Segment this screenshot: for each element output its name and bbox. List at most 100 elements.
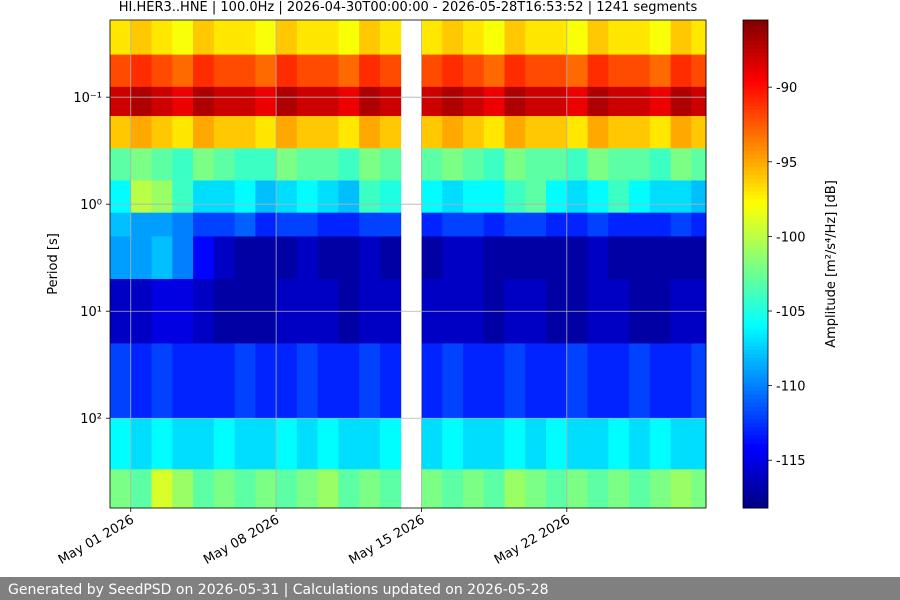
colorbar-swatch bbox=[743, 333, 768, 338]
heatmap-cell bbox=[317, 54, 339, 88]
colorbar-swatch bbox=[743, 499, 768, 505]
colorbar-swatch bbox=[743, 170, 768, 176]
colorbar-swatch bbox=[743, 377, 768, 383]
colorbar-tick-label: -105 bbox=[776, 305, 806, 320]
colorbar-label: Amplitude [m²/s⁴/Hz] [dB] bbox=[824, 180, 839, 348]
heatmap-cell bbox=[670, 418, 692, 470]
colorbar-swatch bbox=[743, 268, 768, 273]
colorbar-swatch bbox=[743, 455, 768, 460]
heatmap-cell bbox=[442, 212, 464, 237]
y-tick-label: 10⁰ bbox=[80, 198, 102, 213]
y-axis-label: Period [s] bbox=[46, 233, 61, 295]
heatmap-cell bbox=[130, 469, 153, 509]
heatmap-cell bbox=[296, 86, 319, 117]
heatmap-cell bbox=[546, 54, 568, 88]
colorbar-swatch bbox=[743, 394, 768, 399]
colorbar-swatch bbox=[743, 207, 768, 212]
colorbar-swatch bbox=[743, 60, 768, 66]
heatmap-cell bbox=[442, 469, 464, 509]
colorbar-swatch bbox=[743, 292, 768, 298]
colorbar-swatch bbox=[743, 402, 768, 407]
heatmap-cell bbox=[338, 469, 360, 509]
colorbar-swatch bbox=[743, 150, 768, 155]
heatmap-cell bbox=[110, 20, 132, 56]
heatmap-cell bbox=[483, 148, 506, 181]
heatmap-cell bbox=[317, 212, 339, 237]
heatmap-cell bbox=[359, 236, 381, 280]
colorbar-tick-label: -110 bbox=[776, 380, 806, 395]
heatmap-cell bbox=[483, 20, 506, 56]
heatmap-cell bbox=[213, 469, 236, 509]
heatmap-cell bbox=[504, 54, 526, 88]
chart-title: HI.HER3..HNE | 100.0Hz | 2026-04-30T00:0… bbox=[119, 0, 698, 15]
heatmap-cell bbox=[442, 20, 464, 56]
heatmap-cell bbox=[566, 148, 589, 181]
heatmap-cell bbox=[546, 180, 568, 214]
heatmap-cell bbox=[379, 20, 402, 56]
heatmap-cell bbox=[670, 212, 692, 237]
colorbar-swatch bbox=[743, 296, 768, 302]
heatmap-cell bbox=[151, 54, 173, 88]
heatmap-cell bbox=[504, 180, 526, 214]
heatmap-cell bbox=[525, 86, 547, 117]
colorbar-swatch bbox=[743, 381, 768, 387]
colorbar-swatch bbox=[743, 215, 768, 220]
heatmap-cell bbox=[296, 418, 319, 470]
heatmap-cell bbox=[587, 212, 609, 237]
colorbar-swatch bbox=[743, 438, 768, 444]
colorbar-swatch bbox=[743, 166, 768, 171]
heatmap-cell bbox=[525, 116, 547, 149]
heatmap-cell bbox=[317, 20, 339, 56]
heatmap-cell bbox=[525, 343, 547, 419]
heatmap-cell bbox=[234, 54, 256, 88]
heatmap-cell bbox=[379, 180, 402, 214]
heatmap-cell bbox=[691, 418, 707, 470]
heatmap-cell bbox=[213, 54, 236, 88]
heatmap-cell bbox=[130, 54, 153, 88]
heatmap-cell bbox=[193, 343, 215, 419]
heatmap-cell bbox=[442, 54, 464, 88]
colorbar-swatch bbox=[743, 20, 768, 25]
heatmap-cell bbox=[546, 469, 568, 509]
heatmap-cell bbox=[276, 212, 298, 237]
heatmap-cell bbox=[255, 180, 277, 214]
heatmap-cell bbox=[504, 116, 526, 149]
heatmap-cell bbox=[151, 418, 173, 470]
heatmap-cell bbox=[504, 236, 526, 280]
colorbar-swatch bbox=[743, 320, 768, 326]
heatmap-cell bbox=[151, 469, 173, 509]
colorbar-swatch bbox=[743, 52, 768, 58]
heatmap-cell bbox=[255, 86, 277, 117]
colorbar-swatch bbox=[743, 475, 768, 481]
heatmap-cell bbox=[442, 180, 464, 214]
heatmap-cell bbox=[130, 236, 153, 280]
heatmap-cell bbox=[629, 469, 651, 509]
heatmap-cell bbox=[649, 20, 672, 56]
heatmap-cell bbox=[587, 343, 609, 419]
heatmap-cell bbox=[462, 54, 485, 88]
colorbar-swatch bbox=[743, 121, 768, 127]
heatmap-cell bbox=[234, 86, 256, 117]
colorbar-swatch bbox=[743, 349, 768, 354]
colorbar-swatch bbox=[743, 133, 768, 139]
colorbar-swatch bbox=[743, 32, 768, 37]
heatmap-cell bbox=[317, 180, 339, 214]
heatmap-cell bbox=[151, 86, 173, 117]
heatmap-cell bbox=[234, 20, 256, 56]
colorbar-swatch bbox=[743, 97, 768, 102]
heatmap-cell bbox=[670, 116, 692, 149]
heatmap-cell bbox=[338, 54, 360, 88]
colorbar-swatch bbox=[743, 203, 768, 208]
heatmap-cell bbox=[151, 236, 173, 280]
heatmap-cell bbox=[317, 343, 339, 419]
x-tick-label: May 22 2026 bbox=[492, 512, 573, 567]
heatmap-cell bbox=[317, 116, 339, 149]
colorbar-tick-label: -90 bbox=[776, 81, 797, 96]
heatmap-cell bbox=[110, 116, 132, 149]
heatmap-cell bbox=[629, 180, 651, 214]
colorbar-swatch bbox=[743, 44, 768, 49]
colorbar-swatch bbox=[743, 406, 768, 411]
heatmap-cell bbox=[566, 180, 589, 214]
heatmap-cell bbox=[504, 469, 526, 509]
colorbar-swatch bbox=[743, 235, 768, 241]
